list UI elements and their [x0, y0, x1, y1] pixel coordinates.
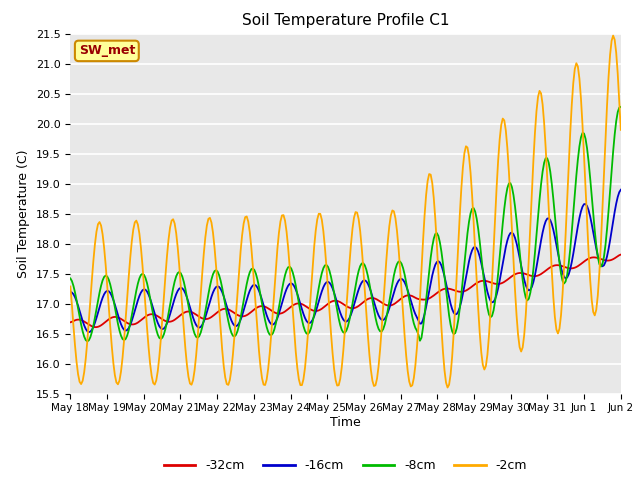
Legend: -32cm, -16cm, -8cm, -2cm: -32cm, -16cm, -8cm, -2cm — [159, 455, 532, 477]
X-axis label: Time: Time — [330, 416, 361, 429]
Title: Soil Temperature Profile C1: Soil Temperature Profile C1 — [242, 13, 449, 28]
Text: SW_met: SW_met — [79, 44, 135, 58]
Y-axis label: Soil Temperature (C): Soil Temperature (C) — [17, 149, 30, 278]
